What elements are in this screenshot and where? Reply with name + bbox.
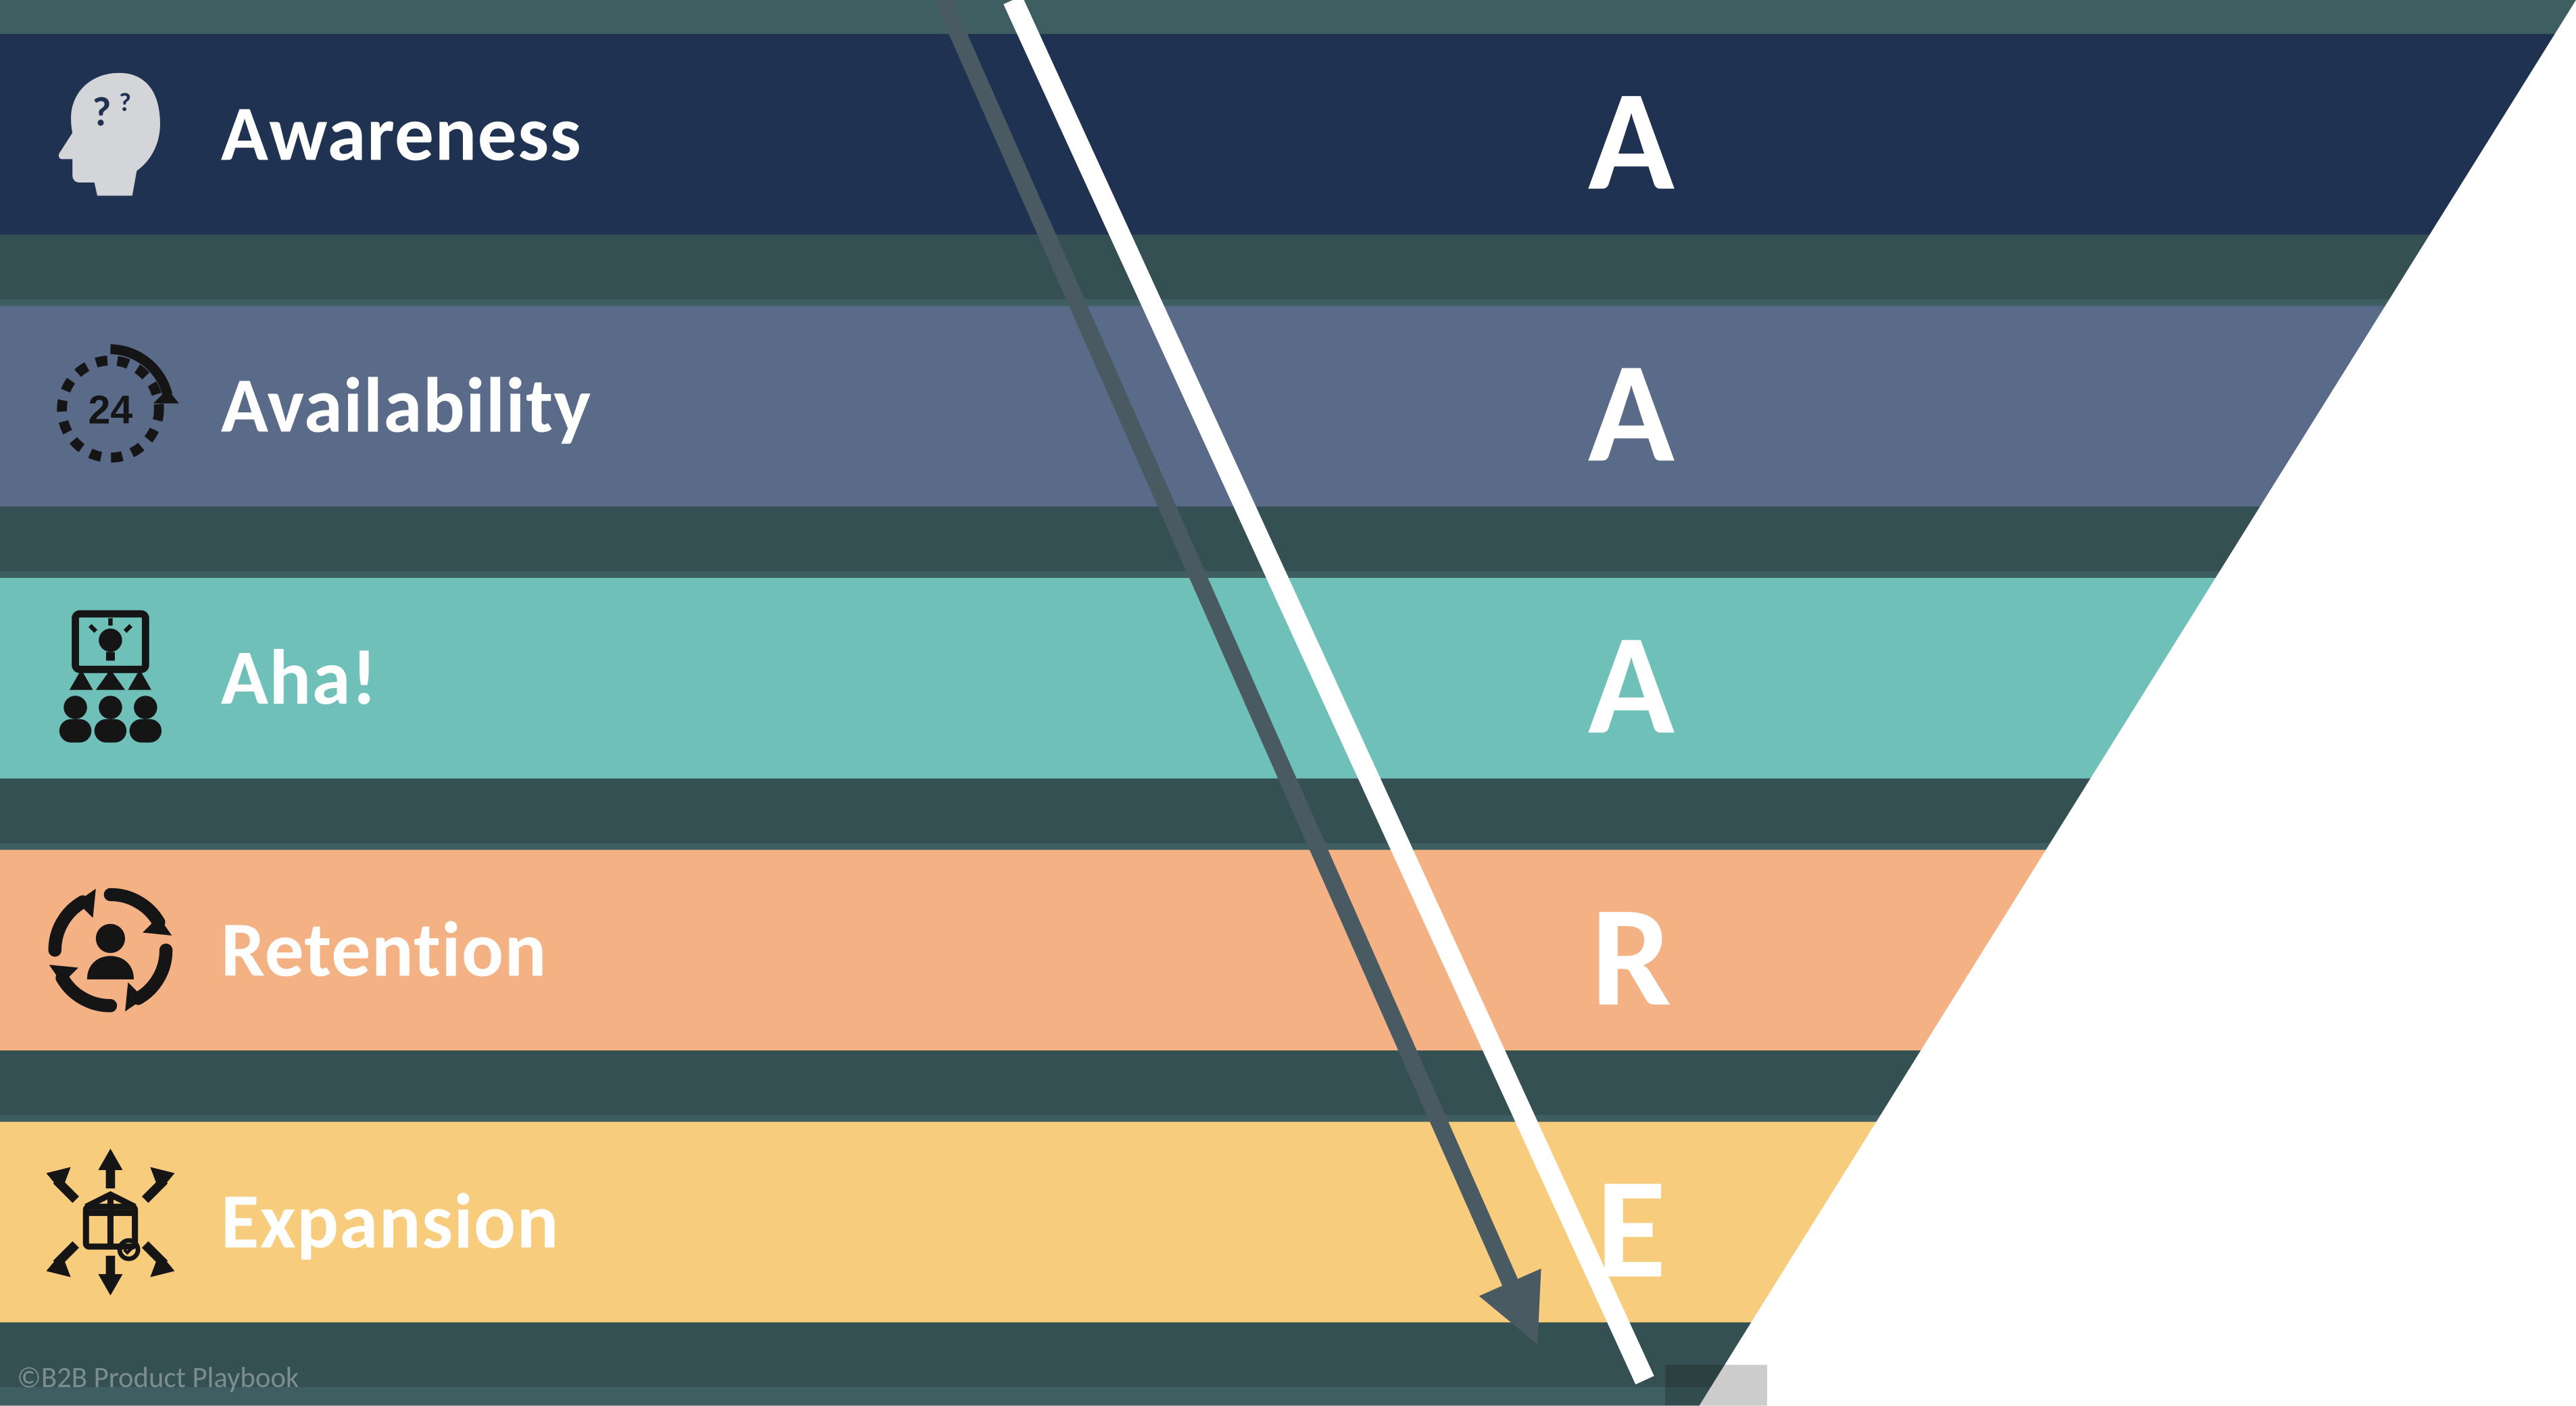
row-letter: R <box>1591 886 1671 1028</box>
funnel-row-awareness: ? ? Awareness <box>0 34 2576 235</box>
svg-text:?: ? <box>119 87 131 118</box>
row-shadow <box>0 779 2576 844</box>
row-label: Retention <box>221 902 547 998</box>
row-label: Availability <box>221 359 592 454</box>
funnel-row-expansion: Expansion <box>0 1122 2576 1323</box>
row-letter: A <box>1588 70 1675 212</box>
row-label: Awareness <box>221 87 582 182</box>
row-shadow <box>0 1050 2576 1115</box>
funnel-row-availability: 24 Availability <box>0 306 2576 507</box>
box-expand-icon <box>0 1146 221 1299</box>
user-cycle-icon <box>0 877 221 1023</box>
row-letter: E <box>1596 1157 1666 1300</box>
funnel-row-retention: Retention <box>0 850 2576 1050</box>
funnel-row-aha: Aha! <box>0 578 2576 779</box>
svg-text:24: 24 <box>89 387 133 432</box>
row-shadow <box>0 1322 2576 1387</box>
row-letter: A <box>1588 614 1675 756</box>
funnel-diagram: ? ? AwarenessA 24 AvailabilityA Aha!A <box>0 0 2576 1406</box>
row-label: Aha! <box>221 631 378 726</box>
row-shadow <box>0 235 2576 299</box>
attribution: ©B2B Product Playbook <box>17 1360 299 1396</box>
row-letter: A <box>1588 341 1675 484</box>
head-question-icon: ? ? <box>0 62 221 208</box>
group-idea-icon <box>0 605 221 751</box>
svg-text:?: ? <box>92 87 111 137</box>
row-label: Expansion <box>221 1175 560 1270</box>
clock-24-icon: 24 <box>0 335 221 477</box>
row-shadow <box>0 506 2576 571</box>
